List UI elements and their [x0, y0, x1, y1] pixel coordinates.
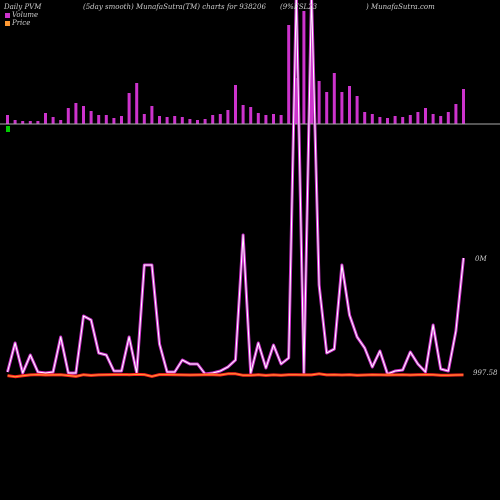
volume-bar	[249, 107, 253, 124]
volume-bars	[6, 11, 465, 124]
volume-bar	[188, 119, 192, 124]
volume-bar	[241, 105, 245, 124]
volume-bar	[44, 113, 47, 124]
volume-bar	[363, 112, 367, 124]
volume-bar	[74, 103, 78, 124]
volume-bar	[348, 86, 351, 124]
volume-bar	[150, 106, 154, 124]
volume-bar	[424, 108, 427, 124]
volume-bar	[120, 116, 123, 124]
volume-bar	[28, 121, 32, 124]
price-line	[7, 373, 464, 378]
volume-bar	[165, 117, 169, 124]
volume-bar	[203, 119, 207, 124]
volume-bar	[462, 89, 465, 124]
chart-title-left: Daily PVM	[4, 3, 42, 11]
volume-bar	[89, 111, 93, 124]
volume-bar	[13, 120, 17, 124]
volume-bar	[302, 11, 306, 124]
volume-bar	[66, 108, 70, 124]
legend-volume: Volume	[5, 11, 38, 19]
pvm-line	[7, 0, 464, 375]
legend-price-label: Price	[12, 19, 31, 27]
legend-price: Price	[5, 19, 30, 27]
legend-volume-swatch	[5, 12, 10, 18]
volume-bar	[294, 78, 298, 124]
volume-bar	[180, 117, 184, 124]
volume-bar	[393, 116, 397, 124]
volume-bar	[408, 115, 412, 124]
chart-title-code: (9%FSL23	[280, 3, 318, 11]
volume-bar	[386, 118, 389, 124]
legend-volume-label: Volume	[12, 11, 39, 19]
volume-bar	[401, 117, 405, 124]
volume-bar	[21, 121, 25, 124]
volume-bar	[104, 115, 108, 124]
legend-price-swatch	[5, 20, 10, 26]
volume-bar	[196, 120, 199, 124]
pvm-line-outer	[6, 0, 465, 376]
volume-bar	[439, 116, 443, 124]
volume-bar	[59, 120, 63, 124]
series-lines	[6, 0, 465, 379]
volume-bar	[127, 93, 131, 124]
volume-bar	[256, 113, 260, 124]
volume-bar	[287, 25, 291, 124]
y-label-top: 0M	[475, 255, 487, 263]
volume-bar	[279, 115, 283, 124]
volume-bar	[173, 116, 177, 124]
volume-bar	[264, 115, 268, 124]
volume-bar	[431, 114, 435, 124]
volume-bar	[317, 81, 321, 124]
volume-bar	[218, 114, 222, 124]
volume-bar	[272, 114, 275, 124]
volume-bar	[340, 92, 344, 124]
volume-bar	[378, 117, 382, 124]
volume-bar	[446, 112, 450, 124]
volume-bar	[142, 114, 146, 124]
volume-bar	[325, 92, 329, 124]
green-marker	[6, 126, 10, 132]
volume-bar	[97, 115, 101, 124]
volume-bar	[6, 115, 9, 124]
volume-bar	[82, 106, 85, 124]
y-label-bottom: 997.58	[473, 369, 498, 377]
volume-bar	[135, 83, 139, 124]
volume-bar	[416, 112, 420, 124]
volume-bar	[355, 96, 359, 124]
volume-bar	[226, 110, 230, 124]
chart-title-site: ) MunafaSutra.com	[366, 3, 435, 11]
volume-bar	[36, 121, 40, 124]
volume-bar	[234, 85, 237, 124]
volume-bar	[370, 114, 374, 124]
volume-bar	[211, 115, 215, 124]
volume-bar	[310, 22, 313, 124]
volume-bar	[454, 104, 458, 124]
chart-title-smooth: (5day smooth) MunafaSutra(TM) charts for…	[83, 3, 266, 11]
volume-bar	[51, 117, 55, 124]
volume-bar	[158, 116, 161, 124]
volume-bar	[332, 73, 336, 124]
volume-bar	[112, 118, 116, 124]
